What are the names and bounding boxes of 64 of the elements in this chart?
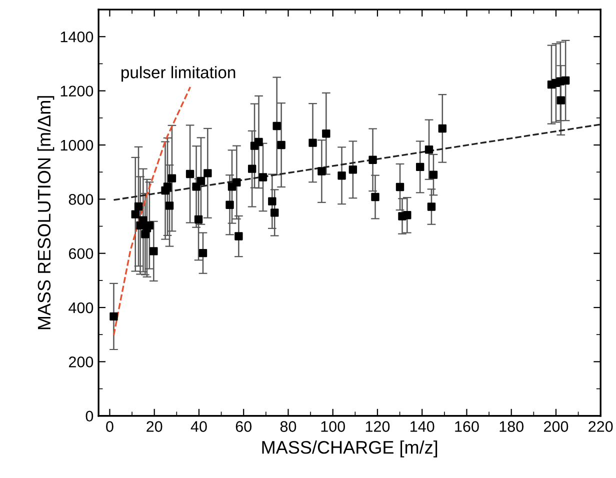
point <box>198 248 208 258</box>
point <box>234 232 243 240</box>
x-tick-label: 80 <box>280 421 296 432</box>
point <box>134 202 143 211</box>
point <box>277 140 286 150</box>
point <box>232 178 241 186</box>
point <box>561 76 570 85</box>
point <box>139 216 148 224</box>
x-tick-label: 200 <box>544 421 568 432</box>
point <box>322 130 330 138</box>
point <box>348 166 358 174</box>
point <box>268 197 276 206</box>
point <box>556 96 565 104</box>
y-tick-label: 1000 <box>60 140 94 151</box>
y-tick-label: 400 <box>68 302 94 314</box>
x-tick-label: 20 <box>146 421 162 432</box>
point <box>254 138 263 146</box>
point <box>427 202 436 211</box>
y-tick-label: 0 <box>86 410 94 422</box>
point <box>248 164 256 173</box>
y-tick-label: 1400 <box>60 32 94 42</box>
point <box>272 122 281 130</box>
point <box>424 146 434 154</box>
point <box>429 170 438 179</box>
point <box>131 210 140 218</box>
point <box>226 200 234 209</box>
point <box>165 202 174 210</box>
point <box>258 173 268 182</box>
y-tick-label: 800 <box>68 194 94 205</box>
point <box>204 169 212 178</box>
point <box>186 170 194 178</box>
point <box>416 162 424 172</box>
y-tick-label: 600 <box>68 248 94 260</box>
x-tick-label: 120 <box>366 421 390 432</box>
point <box>194 215 203 224</box>
point <box>196 176 206 186</box>
x-axis-title: MASS/CHARGE [m/z] <box>262 440 438 458</box>
x-tick-label: 140 <box>410 421 434 432</box>
point <box>168 174 176 182</box>
point <box>308 138 317 147</box>
point <box>396 182 404 192</box>
y-tick-label: 200 <box>68 356 94 368</box>
point <box>368 156 377 164</box>
point <box>318 167 326 176</box>
x-tick-label: 60 <box>236 421 252 432</box>
x-tick-label: 100 <box>321 421 345 432</box>
point <box>192 182 200 191</box>
x-tick-label: 180 <box>500 421 524 432</box>
point <box>110 312 118 321</box>
y-tick-label: 1200 <box>60 86 94 97</box>
point <box>150 247 158 256</box>
point <box>338 172 346 180</box>
y-axis-title: MASS RESOLUTION [m/Δm] <box>37 96 54 330</box>
series-label: pulser limitation <box>122 66 236 82</box>
x-tick-label: 0 <box>106 421 114 432</box>
x-tick-label: 40 <box>190 421 207 432</box>
point <box>270 208 279 217</box>
point <box>371 192 380 202</box>
point <box>163 182 172 191</box>
x-tick-label: 160 <box>455 421 479 432</box>
point <box>438 124 446 133</box>
line-series <box>112 86 192 336</box>
x-tick-label: 220 <box>588 421 613 432</box>
point <box>403 211 412 220</box>
